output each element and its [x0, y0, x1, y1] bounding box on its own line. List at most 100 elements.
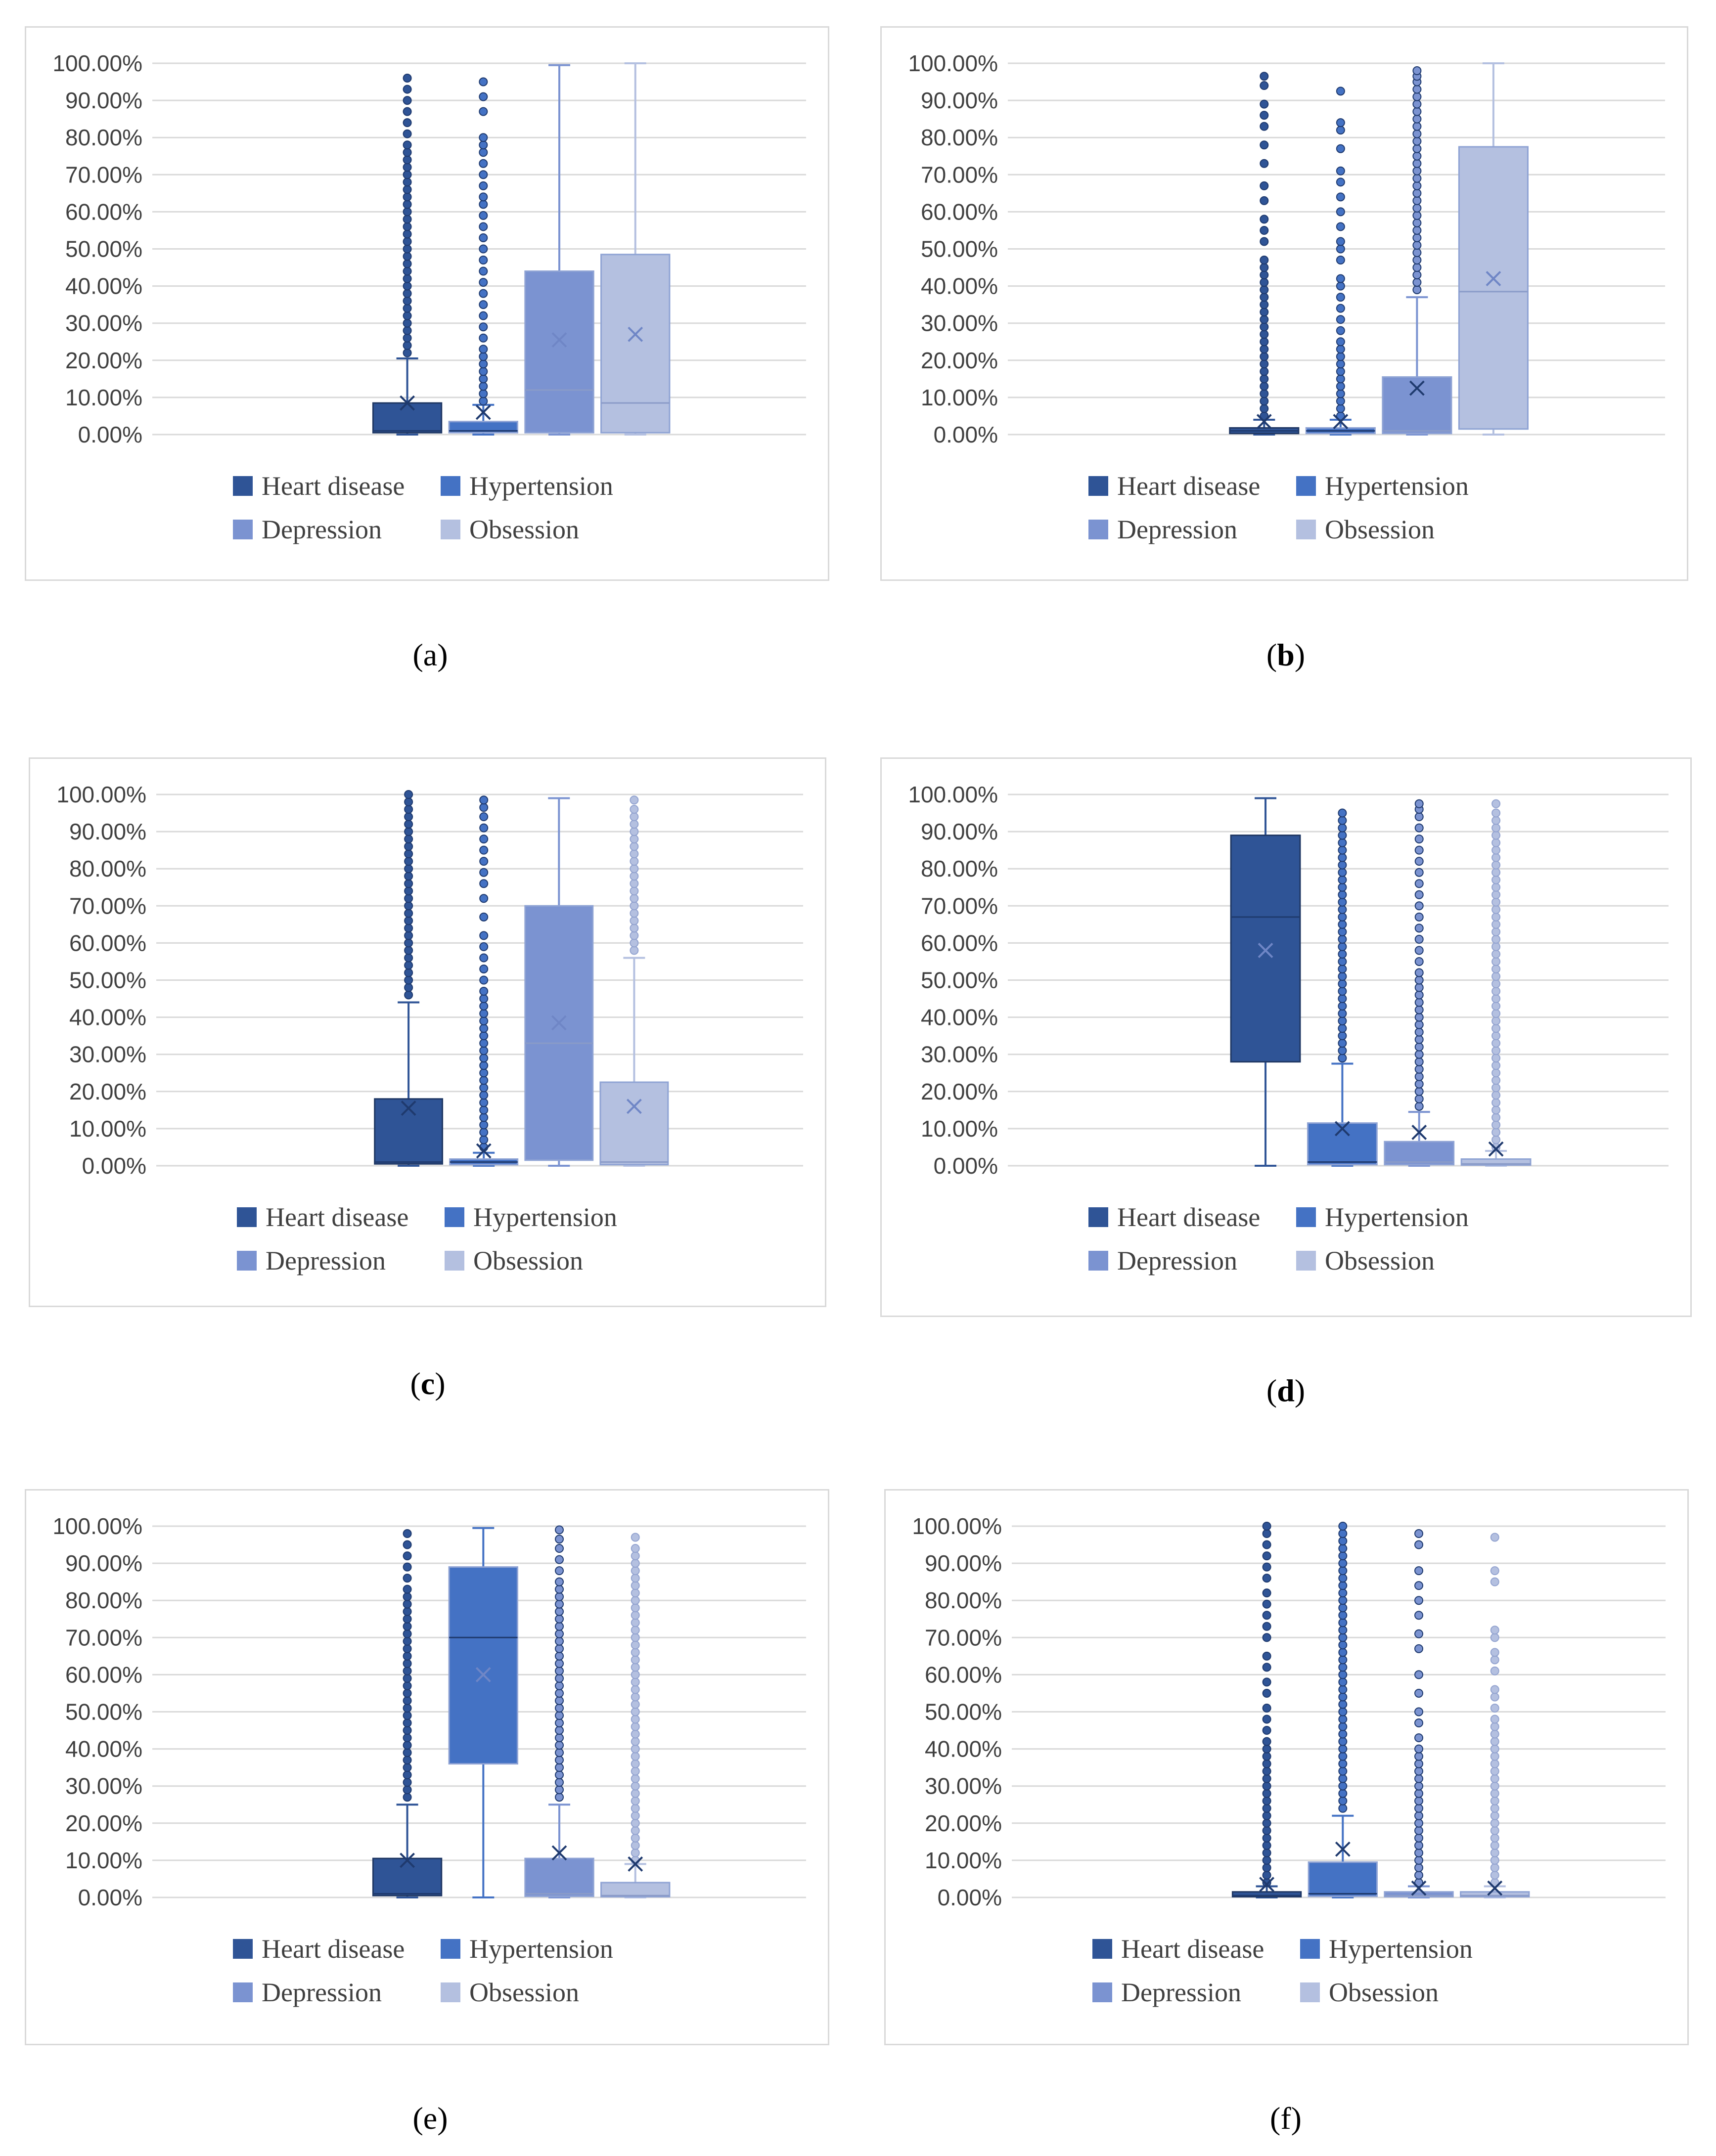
- outlier-point: [1262, 1622, 1271, 1631]
- outlier-point: [555, 1535, 564, 1544]
- outlier-point: [1491, 987, 1501, 996]
- outlier-point: [479, 367, 488, 376]
- outlier-point: [1260, 285, 1269, 295]
- outlier-point: [1490, 1818, 1499, 1828]
- outlier-point: [1414, 1826, 1424, 1835]
- outlier-point: [1338, 1522, 1348, 1531]
- outlier-point: [1491, 875, 1501, 884]
- legend-label-depression: Depression: [262, 1978, 382, 2007]
- outlier-point: [403, 1785, 412, 1795]
- outlier-point: [1260, 330, 1269, 339]
- outlier-point: [631, 1804, 640, 1813]
- legend-label-depression: Depression: [262, 515, 382, 544]
- outlier-point: [479, 803, 489, 812]
- outlier-point: [479, 133, 488, 142]
- outlier-point: [1262, 1688, 1271, 1698]
- outlier-point: [404, 990, 413, 1000]
- legend-swatch-heart-disease: [1092, 1939, 1112, 1959]
- y-tick-label: 20.00%: [925, 1810, 1002, 1836]
- outlier-point: [1262, 1703, 1271, 1713]
- chart-panel-c: 0.00% 10.00% 20.00% 30.00% 40.00% 50.00% 60.00…: [29, 757, 826, 1307]
- outlier-point: [1338, 1009, 1347, 1018]
- outlier-point: [1412, 278, 1422, 287]
- outlier-point: [1414, 1833, 1424, 1843]
- outlier-point: [404, 961, 413, 970]
- outlier-point: [1338, 1566, 1348, 1576]
- legend-swatch-obsession: [441, 520, 460, 539]
- chart-panel-a: 0.00% 10.00% 20.00% 30.00% 40.00% 50.00% 60.00…: [25, 26, 829, 581]
- outlier-point: [1338, 1752, 1348, 1761]
- outlier-point: [479, 1061, 489, 1070]
- outlier-point: [630, 938, 639, 948]
- y-tick-label: 50.00%: [65, 236, 142, 262]
- outlier-point: [1414, 1759, 1424, 1768]
- outlier-point: [1260, 352, 1269, 361]
- box-obsession: [599, 795, 669, 1167]
- outlier-point: [1338, 1002, 1347, 1011]
- box-obsession: [600, 62, 671, 436]
- y-tick-label: 100.00%: [908, 782, 998, 807]
- outlier-point: [555, 1555, 564, 1564]
- box-depression: [524, 797, 594, 1167]
- outlier-point: [1336, 374, 1345, 384]
- outlier-point: [1414, 1020, 1424, 1029]
- outlier-point: [555, 1599, 564, 1609]
- outlier-point: [404, 872, 413, 881]
- iqr-box: [1384, 1141, 1455, 1166]
- mean-marker: [400, 395, 415, 411]
- outlier-point: [1490, 1804, 1499, 1813]
- outlier-point: [1414, 1841, 1424, 1850]
- y-tick-label: 40.00%: [925, 1736, 1002, 1762]
- iqr-box: [1384, 1891, 1454, 1897]
- outlier-point: [1491, 1113, 1501, 1122]
- caption-d: (d): [1266, 1373, 1306, 1408]
- outlier-point: [479, 879, 489, 888]
- outlier-point: [1491, 845, 1501, 855]
- outlier-point: [1262, 1529, 1271, 1539]
- outlier-point: [1490, 1766, 1499, 1776]
- outlier-point: [1260, 111, 1269, 120]
- outlier-point: [1491, 890, 1501, 899]
- outlier-point: [1338, 1603, 1348, 1613]
- legend-label-obsession: Obsession: [1329, 1978, 1439, 2007]
- outlier-point: [1260, 359, 1269, 369]
- outlier-point: [1338, 964, 1347, 973]
- outlier-point: [1491, 1016, 1501, 1026]
- outlier-point: [1412, 99, 1422, 109]
- outlier-point: [631, 1544, 640, 1553]
- outlier-point: [403, 1551, 412, 1561]
- outlier-point: [1338, 823, 1347, 833]
- outlier-point: [1414, 1012, 1424, 1022]
- y-tick-label: 30.00%: [65, 310, 142, 336]
- outlier-point: [479, 1083, 489, 1093]
- legend-label-heart-disease: Heart disease: [1117, 1202, 1260, 1232]
- outlier-point: [1260, 81, 1269, 90]
- y-tick-label: 90.00%: [69, 819, 146, 844]
- outlier-point: [403, 96, 412, 105]
- outlier-point: [479, 1113, 489, 1122]
- outlier-point: [631, 1581, 640, 1590]
- outlier-point: [555, 1718, 564, 1728]
- outlier-point: [1414, 1087, 1424, 1096]
- outlier-point: [1260, 237, 1269, 246]
- y-tick-label: 30.00%: [921, 1042, 998, 1067]
- outlier-point: [631, 1626, 640, 1635]
- outlier-point: [403, 348, 412, 357]
- legend-swatch-obsession: [1296, 1251, 1316, 1271]
- y-tick-label: 80.00%: [921, 856, 998, 881]
- y-tick-label: 80.00%: [921, 125, 998, 150]
- outlier-point: [1338, 1804, 1348, 1813]
- outlier-point: [1338, 1559, 1348, 1568]
- mean-marker: [475, 1667, 491, 1682]
- legend-swatch-obsession: [441, 1982, 460, 2002]
- outlier-point: [1412, 114, 1422, 124]
- legend-label-depression: Depression: [1121, 1978, 1241, 2007]
- outlier-point: [1414, 1094, 1424, 1103]
- chart-svg-e: 0.00% 10.00% 20.00% 30.00% 40.00% 50.00% 60.00…: [52, 1513, 806, 2007]
- outlier-point: [1338, 1700, 1348, 1709]
- outlier-point: [403, 1733, 412, 1743]
- mean-marker: [551, 1845, 567, 1861]
- box-hypertension: [449, 795, 519, 1167]
- outlier-point: [404, 820, 413, 829]
- outlier-point: [1262, 1818, 1271, 1828]
